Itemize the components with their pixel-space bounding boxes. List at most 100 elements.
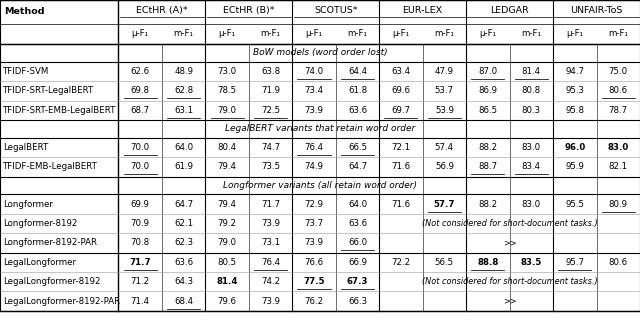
- Text: 47.9: 47.9: [435, 67, 454, 76]
- Text: TFIDF-SRT-LegalBERT: TFIDF-SRT-LegalBERT: [3, 87, 95, 95]
- Text: m-F₁: m-F₁: [348, 29, 367, 38]
- Text: 72.2: 72.2: [392, 258, 410, 267]
- Text: 76.6: 76.6: [305, 258, 324, 267]
- Text: 79.4: 79.4: [218, 163, 237, 171]
- Text: 96.0: 96.0: [564, 143, 586, 152]
- Text: TFIDF-EMB-LegalBERT: TFIDF-EMB-LegalBERT: [3, 163, 98, 171]
- Text: LegalBERT: LegalBERT: [3, 143, 49, 152]
- Text: 76.4: 76.4: [261, 258, 280, 267]
- Text: BoW models (word order lost): BoW models (word order lost): [253, 48, 387, 58]
- Text: 88.2: 88.2: [478, 143, 497, 152]
- Text: 73.9: 73.9: [261, 297, 280, 306]
- Text: 72.9: 72.9: [305, 200, 323, 209]
- Text: Longformer-8192-PAR: Longformer-8192-PAR: [3, 239, 97, 247]
- Text: 80.6: 80.6: [609, 258, 628, 267]
- Text: 79.6: 79.6: [218, 297, 237, 306]
- Text: 95.3: 95.3: [565, 87, 584, 95]
- Text: 80.3: 80.3: [522, 106, 541, 115]
- Text: 61.9: 61.9: [174, 163, 193, 171]
- Text: 66.3: 66.3: [348, 297, 367, 306]
- Text: μ-F₁: μ-F₁: [566, 29, 584, 38]
- Text: 79.0: 79.0: [218, 106, 237, 115]
- Text: 86.5: 86.5: [478, 106, 497, 115]
- Text: ECtHR (B)*: ECtHR (B)*: [223, 6, 275, 15]
- Text: 57.4: 57.4: [435, 143, 454, 152]
- Text: LEDGAR: LEDGAR: [490, 6, 529, 15]
- Text: 62.1: 62.1: [174, 219, 193, 228]
- Text: Longformer-8192: Longformer-8192: [3, 219, 77, 228]
- Text: TFIDF-SVM: TFIDF-SVM: [3, 67, 49, 76]
- Text: (Not considered for short-document tasks.): (Not considered for short-document tasks…: [422, 277, 597, 286]
- Text: 64.3: 64.3: [174, 277, 193, 286]
- Text: m-F₁: m-F₁: [522, 29, 541, 38]
- Text: 53.7: 53.7: [435, 87, 454, 95]
- Text: 72.1: 72.1: [392, 143, 410, 152]
- Text: 68.4: 68.4: [174, 297, 193, 306]
- Text: 68.7: 68.7: [131, 106, 150, 115]
- Text: 57.7: 57.7: [434, 200, 455, 209]
- Text: μ-F₁: μ-F₁: [218, 29, 236, 38]
- Text: 66.9: 66.9: [348, 258, 367, 267]
- Text: μ-F₁: μ-F₁: [479, 29, 497, 38]
- Text: 73.5: 73.5: [261, 163, 280, 171]
- Text: m-F₁: m-F₁: [608, 29, 628, 38]
- Text: 83.0: 83.0: [522, 143, 541, 152]
- Text: 72.5: 72.5: [261, 106, 280, 115]
- Text: 73.9: 73.9: [305, 106, 323, 115]
- Text: 95.9: 95.9: [565, 163, 584, 171]
- Text: 95.7: 95.7: [565, 258, 584, 267]
- Text: 95.5: 95.5: [565, 200, 584, 209]
- Text: 63.1: 63.1: [174, 106, 193, 115]
- Text: 83.5: 83.5: [521, 258, 542, 267]
- Text: m-F₁: m-F₁: [435, 29, 454, 38]
- Text: μ-F₁: μ-F₁: [305, 29, 323, 38]
- Text: 64.4: 64.4: [348, 67, 367, 76]
- Text: 71.4: 71.4: [131, 297, 150, 306]
- Text: 81.4: 81.4: [216, 277, 238, 286]
- Text: 62.3: 62.3: [174, 239, 193, 247]
- Text: m-F₁: m-F₁: [260, 29, 280, 38]
- Text: 70.0: 70.0: [131, 143, 150, 152]
- Text: 80.5: 80.5: [218, 258, 237, 267]
- Text: LegalBERT variants that retain word order: LegalBERT variants that retain word orde…: [225, 124, 415, 134]
- Text: 76.4: 76.4: [305, 143, 324, 152]
- Text: 73.1: 73.1: [261, 239, 280, 247]
- Text: 79.0: 79.0: [218, 239, 237, 247]
- Text: UNFAIR-ToS: UNFAIR-ToS: [570, 6, 623, 15]
- Text: LegalLongformer-8192-PAR: LegalLongformer-8192-PAR: [3, 297, 120, 306]
- Text: 79.2: 79.2: [218, 219, 237, 228]
- Text: 71.9: 71.9: [261, 87, 280, 95]
- Text: 74.9: 74.9: [305, 163, 323, 171]
- Text: μ-F₁: μ-F₁: [392, 29, 410, 38]
- Text: 86.9: 86.9: [478, 87, 497, 95]
- Text: 75.0: 75.0: [609, 67, 628, 76]
- Text: 63.4: 63.4: [392, 67, 410, 76]
- Text: 67.3: 67.3: [347, 277, 368, 286]
- Text: 64.0: 64.0: [348, 200, 367, 209]
- Text: 71.6: 71.6: [392, 163, 410, 171]
- Text: m-F₁: m-F₁: [173, 29, 193, 38]
- Text: 80.4: 80.4: [218, 143, 237, 152]
- Text: 69.7: 69.7: [392, 106, 410, 115]
- Text: 70.9: 70.9: [131, 219, 150, 228]
- Text: >>: >>: [503, 297, 516, 306]
- Text: LegalLongformer: LegalLongformer: [3, 258, 76, 267]
- Text: 63.6: 63.6: [348, 106, 367, 115]
- Text: 73.9: 73.9: [261, 219, 280, 228]
- Text: 79.4: 79.4: [218, 200, 237, 209]
- Text: 61.8: 61.8: [348, 87, 367, 95]
- Text: 63.6: 63.6: [348, 219, 367, 228]
- Text: (Not considered for short-document tasks.): (Not considered for short-document tasks…: [422, 219, 597, 228]
- Text: 66.0: 66.0: [348, 239, 367, 247]
- Text: 95.8: 95.8: [565, 106, 584, 115]
- Text: 87.0: 87.0: [478, 67, 497, 76]
- Text: 81.4: 81.4: [522, 67, 541, 76]
- Text: Longformer: Longformer: [3, 200, 53, 209]
- Text: 77.5: 77.5: [303, 277, 324, 286]
- Text: 71.2: 71.2: [131, 277, 150, 286]
- Text: 53.9: 53.9: [435, 106, 454, 115]
- Text: 64.0: 64.0: [174, 143, 193, 152]
- Text: 69.8: 69.8: [131, 87, 150, 95]
- Text: 80.9: 80.9: [609, 200, 628, 209]
- Text: 82.1: 82.1: [609, 163, 628, 171]
